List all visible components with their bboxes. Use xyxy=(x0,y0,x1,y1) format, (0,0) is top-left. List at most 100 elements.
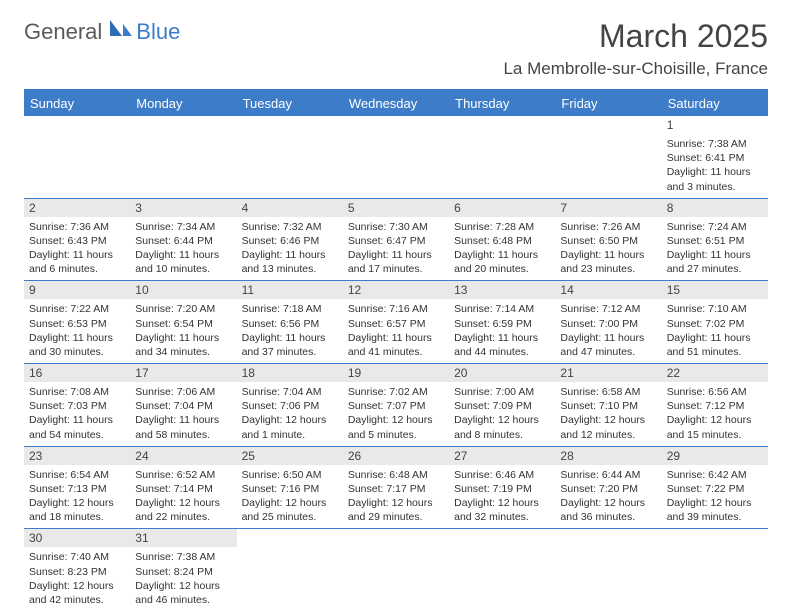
day-number: 5 xyxy=(343,199,449,217)
day-details: Sunrise: 7:16 AMSunset: 6:57 PMDaylight:… xyxy=(343,299,449,363)
calendar-cell: 16Sunrise: 7:08 AMSunset: 7:03 PMDayligh… xyxy=(24,364,130,447)
daylight-text-2: and 30 minutes. xyxy=(29,345,125,359)
col-monday: Monday xyxy=(130,90,236,116)
daylight-text-1: Daylight: 11 hours xyxy=(29,248,125,262)
daylight-text-1: Daylight: 11 hours xyxy=(348,331,444,345)
calendar-week-row: 30Sunrise: 7:40 AMSunset: 8:23 PMDayligh… xyxy=(24,529,768,611)
sunset-text: Sunset: 7:16 PM xyxy=(242,482,338,496)
sunset-text: Sunset: 8:24 PM xyxy=(135,565,231,579)
day-number: 17 xyxy=(130,364,236,382)
daylight-text-2: and 51 minutes. xyxy=(667,345,763,359)
calendar-cell: 8 Sunrise: 7:24 AMSunset: 6:51 PMDaylight… xyxy=(662,198,768,281)
day-details: Sunrise: 7:04 AMSunset: 7:06 PMDaylight:… xyxy=(237,382,343,446)
sun-info: Sunrise: 7:00 AMSunset: 7:09 PMDaylight:… xyxy=(454,385,550,442)
sunset-text: Sunset: 6:56 PM xyxy=(242,317,338,331)
calendar-cell: 29Sunrise: 6:42 AMSunset: 7:22 PMDayligh… xyxy=(662,446,768,529)
daylight-text-1: Daylight: 12 hours xyxy=(560,496,656,510)
day-number: 30 xyxy=(24,529,130,547)
daylight-text-1: Daylight: 12 hours xyxy=(454,413,550,427)
day-number: 9 xyxy=(24,281,130,299)
day-details: Sunrise: 7:38 AMSunset: 6:41 PMDaylight:… xyxy=(662,134,768,198)
day-details: Sunrise: 6:56 AMSunset: 7:12 PMDaylight:… xyxy=(662,382,768,446)
daylight-text-2: and 8 minutes. xyxy=(454,428,550,442)
daylight-text-2: and 44 minutes. xyxy=(454,345,550,359)
page-title: March 2025 xyxy=(503,18,768,55)
sun-info: Sunrise: 7:38 AMSunset: 6:41 PMDaylight:… xyxy=(667,137,763,194)
day-number: 19 xyxy=(343,364,449,382)
calendar-cell: 30Sunrise: 7:40 AMSunset: 8:23 PMDayligh… xyxy=(24,529,130,611)
day-details: Sunrise: 7:00 AMSunset: 7:09 PMDaylight:… xyxy=(449,382,555,446)
sun-info: Sunrise: 7:30 AMSunset: 6:47 PMDaylight:… xyxy=(348,220,444,277)
col-sunday: Sunday xyxy=(24,90,130,116)
daylight-text-1: Daylight: 12 hours xyxy=(242,496,338,510)
day-details: Sunrise: 7:22 AMSunset: 6:53 PMDaylight:… xyxy=(24,299,130,363)
sunrise-text: Sunrise: 7:38 AM xyxy=(667,137,763,151)
sunrise-text: Sunrise: 7:32 AM xyxy=(242,220,338,234)
sun-info: Sunrise: 7:22 AMSunset: 6:53 PMDaylight:… xyxy=(29,302,125,359)
day-details: Sunrise: 7:20 AMSunset: 6:54 PMDaylight:… xyxy=(130,299,236,363)
sunset-text: Sunset: 6:54 PM xyxy=(135,317,231,331)
daylight-text-1: Daylight: 11 hours xyxy=(667,331,763,345)
calendar-cell xyxy=(237,116,343,198)
sun-info: Sunrise: 6:50 AMSunset: 7:16 PMDaylight:… xyxy=(242,468,338,525)
day-details: Sunrise: 7:28 AMSunset: 6:48 PMDaylight:… xyxy=(449,217,555,281)
calendar-cell: 19Sunrise: 7:02 AMSunset: 7:07 PMDayligh… xyxy=(343,364,449,447)
calendar-cell: 31Sunrise: 7:38 AMSunset: 8:24 PMDayligh… xyxy=(130,529,236,611)
daylight-text-2: and 25 minutes. xyxy=(242,510,338,524)
calendar-cell xyxy=(343,529,449,611)
calendar-cell: 26Sunrise: 6:48 AMSunset: 7:17 PMDayligh… xyxy=(343,446,449,529)
sunrise-text: Sunrise: 7:22 AM xyxy=(29,302,125,316)
day-details: Sunrise: 7:08 AMSunset: 7:03 PMDaylight:… xyxy=(24,382,130,446)
daylight-text-2: and 41 minutes. xyxy=(348,345,444,359)
sunset-text: Sunset: 8:23 PM xyxy=(29,565,125,579)
sunrise-text: Sunrise: 6:58 AM xyxy=(560,385,656,399)
daylight-text-1: Daylight: 12 hours xyxy=(135,579,231,593)
daylight-text-2: and 54 minutes. xyxy=(29,428,125,442)
col-thursday: Thursday xyxy=(449,90,555,116)
daylight-text-2: and 47 minutes. xyxy=(560,345,656,359)
sunset-text: Sunset: 7:07 PM xyxy=(348,399,444,413)
sun-info: Sunrise: 6:46 AMSunset: 7:19 PMDaylight:… xyxy=(454,468,550,525)
sun-info: Sunrise: 7:24 AMSunset: 6:51 PMDaylight:… xyxy=(667,220,763,277)
day-details: Sunrise: 7:18 AMSunset: 6:56 PMDaylight:… xyxy=(237,299,343,363)
calendar-cell: 18Sunrise: 7:04 AMSunset: 7:06 PMDayligh… xyxy=(237,364,343,447)
calendar-cell: 21Sunrise: 6:58 AMSunset: 7:10 PMDayligh… xyxy=(555,364,661,447)
calendar-cell: 3Sunrise: 7:34 AMSunset: 6:44 PMDaylight… xyxy=(130,198,236,281)
day-details: Sunrise: 7:12 AMSunset: 7:00 PMDaylight:… xyxy=(555,299,661,363)
sunrise-text: Sunrise: 6:46 AM xyxy=(454,468,550,482)
sun-info: Sunrise: 6:52 AMSunset: 7:14 PMDaylight:… xyxy=(135,468,231,525)
sunset-text: Sunset: 6:46 PM xyxy=(242,234,338,248)
daylight-text-1: Daylight: 11 hours xyxy=(560,331,656,345)
location-label: La Membrolle-sur-Choisille, France xyxy=(503,59,768,79)
day-number: 15 xyxy=(662,281,768,299)
calendar-cell xyxy=(130,116,236,198)
daylight-text-2: and 27 minutes. xyxy=(667,262,763,276)
sunrise-text: Sunrise: 7:30 AM xyxy=(348,220,444,234)
daylight-text-2: and 23 minutes. xyxy=(560,262,656,276)
day-number: 10 xyxy=(130,281,236,299)
daylight-text-1: Daylight: 11 hours xyxy=(242,331,338,345)
day-details: Sunrise: 6:58 AMSunset: 7:10 PMDaylight:… xyxy=(555,382,661,446)
daylight-text-2: and 37 minutes. xyxy=(242,345,338,359)
day-number: 14 xyxy=(555,281,661,299)
calendar-cell: 11Sunrise: 7:18 AMSunset: 6:56 PMDayligh… xyxy=(237,281,343,364)
sun-info: Sunrise: 7:26 AMSunset: 6:50 PMDaylight:… xyxy=(560,220,656,277)
calendar-cell: 7Sunrise: 7:26 AMSunset: 6:50 PMDaylight… xyxy=(555,198,661,281)
calendar-cell: 5 Sunrise: 7:30 AMSunset: 6:47 PMDaylight… xyxy=(343,198,449,281)
calendar-cell xyxy=(343,116,449,198)
day-number: 18 xyxy=(237,364,343,382)
day-number: 16 xyxy=(24,364,130,382)
calendar-week-row: 16Sunrise: 7:08 AMSunset: 7:03 PMDayligh… xyxy=(24,364,768,447)
daylight-text-1: Daylight: 11 hours xyxy=(667,165,763,179)
sunset-text: Sunset: 7:14 PM xyxy=(135,482,231,496)
sunset-text: Sunset: 7:00 PM xyxy=(560,317,656,331)
daylight-text-2: and 22 minutes. xyxy=(135,510,231,524)
daylight-text-1: Daylight: 11 hours xyxy=(454,248,550,262)
calendar-cell: 24Sunrise: 6:52 AMSunset: 7:14 PMDayligh… xyxy=(130,446,236,529)
daylight-text-1: Daylight: 11 hours xyxy=(29,413,125,427)
sun-info: Sunrise: 7:14 AMSunset: 6:59 PMDaylight:… xyxy=(454,302,550,359)
day-number: 27 xyxy=(449,447,555,465)
day-details: Sunrise: 7:10 AMSunset: 7:02 PMDaylight:… xyxy=(662,299,768,363)
calendar-cell: 4Sunrise: 7:32 AMSunset: 6:46 PMDaylight… xyxy=(237,198,343,281)
day-number: 8 xyxy=(662,199,768,217)
